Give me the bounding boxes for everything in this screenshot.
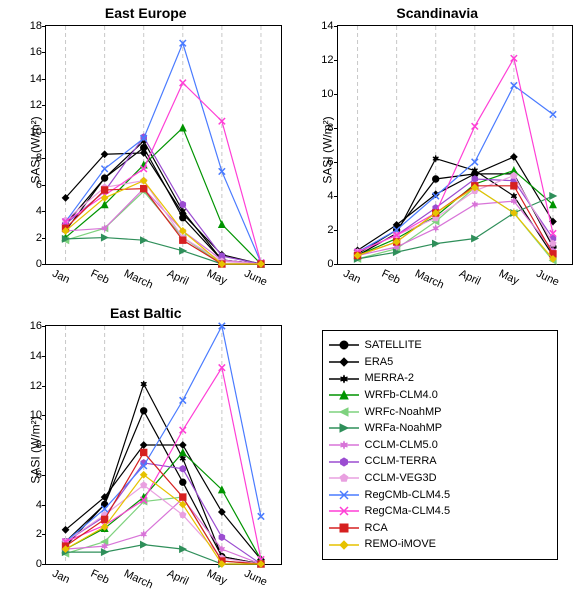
x-tick: June xyxy=(243,264,271,289)
legend-swatch-icon xyxy=(329,538,359,552)
x-tick: June xyxy=(243,564,271,589)
x-tick: May xyxy=(205,564,231,587)
legend-swatch-icon xyxy=(329,504,359,518)
legend-swatch-icon xyxy=(329,372,359,386)
panel-east-europe: East Europe SASI (W/m²) 024681012141618J… xyxy=(0,0,292,300)
legend-swatch-icon xyxy=(329,421,359,435)
x-tick: March xyxy=(122,264,156,291)
legend-label: WRFc-NoahMP xyxy=(365,405,442,419)
x-tick: June xyxy=(534,264,562,289)
legend-item: RegCMa-CLM4.5 xyxy=(329,504,552,518)
legend-swatch-icon xyxy=(329,405,359,419)
legend-label: CCLM-TERRA xyxy=(365,454,437,468)
x-tick: Feb xyxy=(89,264,113,287)
legend-swatch-icon xyxy=(329,438,359,452)
x-tick: Feb xyxy=(380,264,404,287)
legend-item: SATELLITE xyxy=(329,338,552,352)
legend-swatch-icon xyxy=(329,488,359,502)
legend-label: SATELLITE xyxy=(365,338,422,352)
legend-item: CCLM-VEG3D xyxy=(329,471,552,485)
legend-item: CCLM-CLM5.0 xyxy=(329,438,552,452)
legend-item: REMO-iMOVE xyxy=(329,537,552,551)
legend-label: MERRA-2 xyxy=(365,371,415,385)
x-tick: April xyxy=(165,564,192,588)
legend-label: REMO-iMOVE xyxy=(365,537,437,551)
legend-label: WRFb-CLM4.0 xyxy=(365,388,438,402)
x-tick: May xyxy=(205,264,231,287)
panel-title: Scandinavia xyxy=(292,5,583,21)
legend: SATELLITE ERA5 MERRA-2 WRFb-CLM4.0 WRFc-Noah… xyxy=(322,330,559,560)
legend-item: MERRA-2 xyxy=(329,371,552,385)
x-tick: Jan xyxy=(50,564,73,586)
legend-swatch-icon xyxy=(329,388,359,402)
legend-swatch-icon xyxy=(329,471,359,485)
legend-swatch-icon xyxy=(329,355,359,369)
x-tick: March xyxy=(413,264,447,291)
plot-area: 0246810121416JanFebMarchAprilMayJune xyxy=(45,325,282,565)
plot-area: 024681012141618JanFebMarchAprilMayJune xyxy=(45,25,282,265)
legend-label: ERA5 xyxy=(365,355,394,369)
legend-swatch-icon xyxy=(329,455,359,469)
legend-item: WRFc-NoahMP xyxy=(329,405,552,419)
panel-title: East Europe xyxy=(0,5,292,21)
legend-item: WRFa-NoahMP xyxy=(329,421,552,435)
legend-item: CCLM-TERRA xyxy=(329,454,552,468)
legend-item: RCA xyxy=(329,521,552,535)
panel-scandinavia: Scandinavia SASI (W/m²) 02468101214JanFe… xyxy=(292,0,583,300)
x-tick: May xyxy=(497,264,523,287)
legend-label: WRFa-NoahMP xyxy=(365,421,443,435)
legend-label: RCA xyxy=(365,521,388,535)
x-tick: April xyxy=(457,264,484,288)
legend-label: RegCMb-CLM4.5 xyxy=(365,488,451,502)
panel-title: East Baltic xyxy=(0,305,292,321)
x-tick: Jan xyxy=(50,264,73,286)
x-tick: March xyxy=(122,564,156,591)
legend-label: RegCMa-CLM4.5 xyxy=(365,504,451,518)
figure-grid: East Europe SASI (W/m²) 024681012141618J… xyxy=(0,0,583,600)
legend-item: RegCMb-CLM4.5 xyxy=(329,488,552,502)
legend-label: CCLM-CLM5.0 xyxy=(365,438,438,452)
legend-item: ERA5 xyxy=(329,355,552,369)
legend-item: WRFb-CLM4.0 xyxy=(329,388,552,402)
legend-swatch-icon xyxy=(329,338,359,352)
x-tick: Jan xyxy=(341,264,364,286)
x-tick: April xyxy=(165,264,192,288)
panel-east-baltic: East Baltic SASI (W/m²) 0246810121416Jan… xyxy=(0,300,292,600)
legend-label: CCLM-VEG3D xyxy=(365,471,437,485)
plot-area: 02468101214JanFebMarchAprilMayJune xyxy=(337,25,574,265)
legend-swatch-icon xyxy=(329,521,359,535)
x-tick: Feb xyxy=(89,564,113,587)
